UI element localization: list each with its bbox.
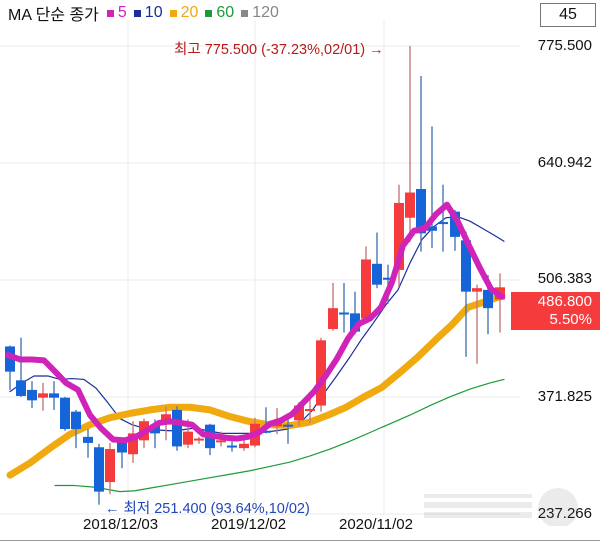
grid-lines xyxy=(0,20,520,515)
period-input[interactable]: 45 xyxy=(540,3,596,27)
high-price-annotation: 최고 775.500 (-37.23%,02/01) → xyxy=(174,42,384,58)
y-axis-label: 237.266 xyxy=(538,505,592,522)
legend-item-ma60[interactable]: 60 xyxy=(205,4,234,22)
ma60-swatch-icon xyxy=(205,9,213,17)
x-axis-label: 2020/11/02 xyxy=(339,516,413,533)
moving-average-lines xyxy=(6,216,506,493)
ma10-swatch-icon xyxy=(133,9,141,17)
ma120-swatch-icon xyxy=(241,9,249,17)
current-change: 5.50% xyxy=(549,311,592,328)
x-axis-label: 2019/12/02 xyxy=(211,516,287,533)
ma5-swatch-icon xyxy=(106,9,114,17)
legend-item-ma5[interactable]: 5 xyxy=(106,4,127,22)
y-axis-label: 371.825 xyxy=(537,388,592,405)
y-axis-label: 506.383 xyxy=(537,270,592,287)
bottom-border xyxy=(0,540,600,541)
ma20-swatch-icon xyxy=(169,9,177,17)
legend-label: 10 xyxy=(144,4,163,21)
y-axis-label: 775.500 xyxy=(537,37,592,54)
current-price-badge: 486.800 5.50% xyxy=(511,292,600,330)
legend-title: MA 단순 종가 xyxy=(8,7,99,24)
legend-item-ma10[interactable]: 10 xyxy=(133,4,163,22)
legend-label: 60 xyxy=(216,4,235,21)
legend-item-ma20[interactable]: 20 xyxy=(169,4,199,22)
watermark-logo-icon xyxy=(424,488,578,526)
legend-item-ma120[interactable]: 120 xyxy=(241,4,279,22)
legend-label: 120 xyxy=(252,4,279,21)
current-price: 486.800 xyxy=(537,293,592,310)
legend-label: 20 xyxy=(180,4,199,21)
y-axis-label: 640.942 xyxy=(537,154,592,171)
legend-label: 5 xyxy=(117,4,127,21)
ma5-line xyxy=(5,201,505,444)
ma-legend: MA 단순 종가 5 10 20 60 120 xyxy=(8,2,286,24)
x-axis-label: 2018/12/03 xyxy=(83,516,159,533)
low-price-annotation: ← 최저 251.400 (93.64%,10/02) xyxy=(105,501,310,517)
